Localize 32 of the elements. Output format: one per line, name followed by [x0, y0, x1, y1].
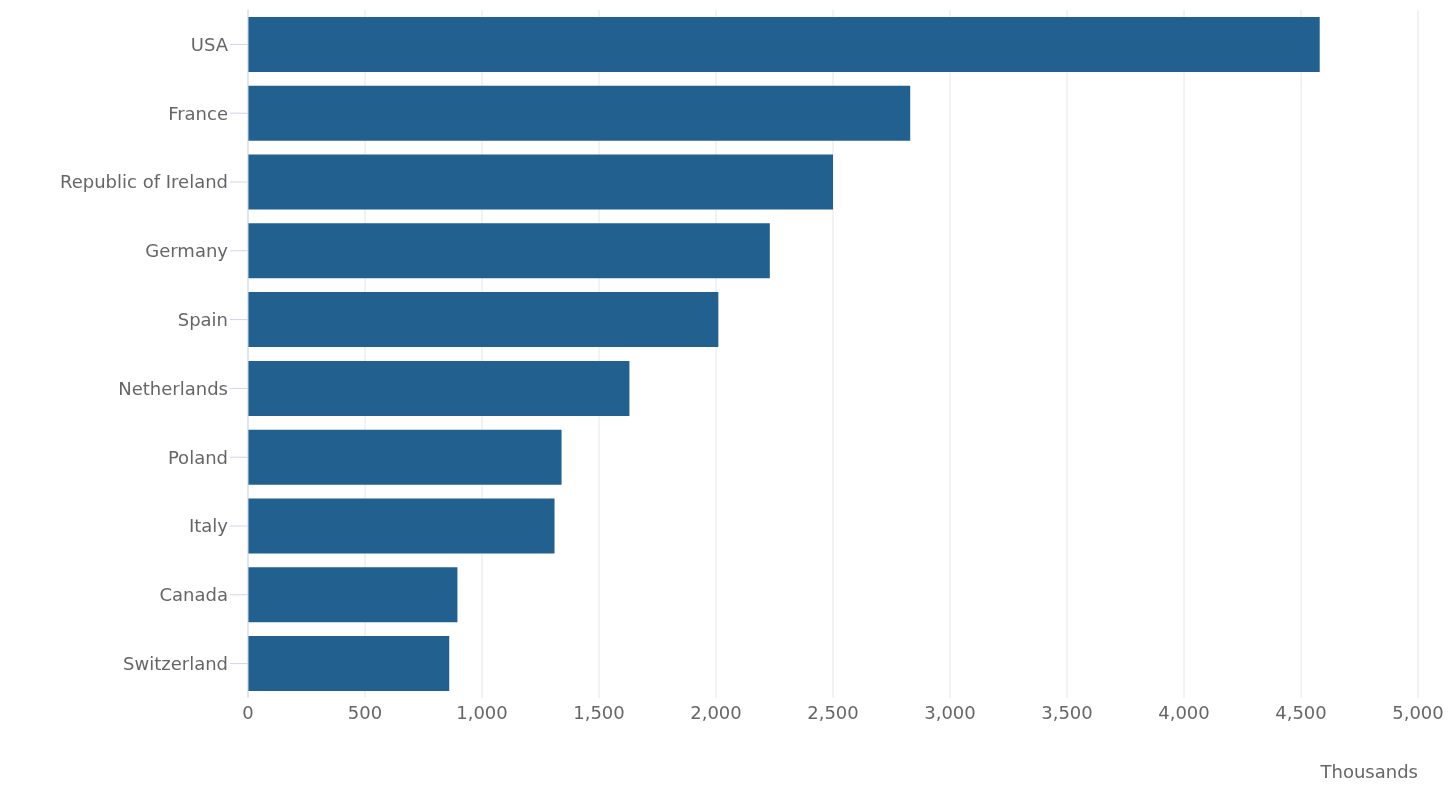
bar — [248, 154, 833, 210]
x-tick-label: 0 — [242, 701, 254, 723]
bar — [248, 636, 450, 692]
bar — [248, 567, 458, 623]
bar — [248, 85, 911, 141]
bar — [248, 498, 555, 554]
bar — [248, 360, 630, 416]
x-tick-label: 500 — [347, 701, 383, 723]
x-tick-label: 5,000 — [1392, 701, 1444, 723]
bar — [248, 223, 770, 279]
x-tick-label: 3,000 — [924, 701, 976, 723]
bar — [248, 429, 562, 485]
x-tick-label: 3,500 — [1041, 701, 1093, 723]
y-tick-label: Spain — [177, 308, 228, 330]
x-tick-label: 2,500 — [807, 701, 859, 723]
y-tick-label: Switzerland — [123, 652, 228, 674]
x-axis-title: Thousands — [1319, 761, 1418, 782]
y-tick-label: USA — [190, 33, 229, 55]
x-tick-label: 1,500 — [573, 701, 625, 723]
y-tick-label: Republic of Ireland — [60, 171, 228, 193]
y-tick-label: Netherlands — [118, 377, 228, 399]
y-tick-label: Poland — [167, 446, 228, 468]
bar — [248, 292, 719, 348]
x-tick-label: 4,000 — [1158, 701, 1210, 723]
y-tick-label: Germany — [145, 240, 229, 262]
x-tick-label: 2,000 — [690, 701, 742, 723]
y-tick-label: Italy — [188, 515, 229, 537]
x-tick-label: 1,000 — [456, 701, 508, 723]
bar — [248, 16, 1320, 72]
x-tick-label: 4,500 — [1275, 701, 1327, 723]
y-tick-label: France — [168, 102, 228, 124]
y-tick-label: Canada — [159, 584, 228, 606]
